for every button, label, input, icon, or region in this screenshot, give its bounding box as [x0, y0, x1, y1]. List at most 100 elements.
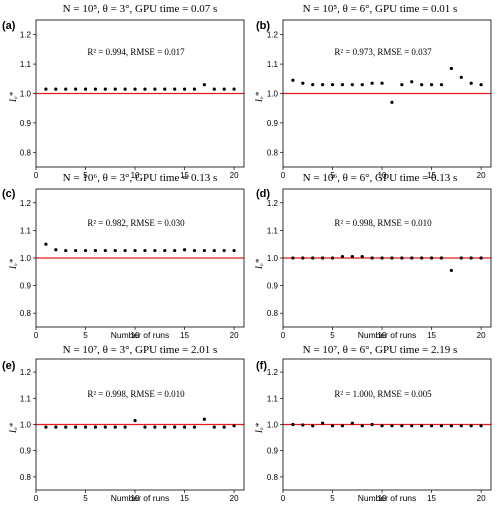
data-point — [291, 78, 295, 82]
y-tick-label: 1.2 — [267, 368, 279, 377]
data-point — [459, 75, 463, 79]
panel-title: N = 10⁵, θ = 6°, GPU time = 0.01 s — [303, 3, 458, 15]
data-point — [370, 81, 374, 85]
data-point — [44, 242, 48, 246]
data-point — [410, 256, 414, 260]
x-tick-label: 5 — [330, 494, 335, 503]
plot-area: 0 5 10 15 20 0.8 0.9 1.0 1.1 1.2 — [267, 358, 492, 503]
x-tick-label: 0 — [281, 494, 286, 503]
x-tick-label: 20 — [477, 494, 486, 503]
panel-label: (c) — [2, 188, 16, 200]
y-tick-label: 1.2 — [267, 199, 279, 208]
data-point — [360, 255, 364, 259]
data-point — [390, 424, 394, 428]
panel-title: N = 10⁵, θ = 3°, GPU time = 0.07 s — [63, 3, 218, 15]
data-point — [469, 81, 473, 85]
data-point — [202, 83, 206, 87]
data-point — [83, 425, 88, 429]
x-tick-label: 15 — [180, 494, 189, 503]
data-point — [420, 424, 424, 428]
panel-label: (e) — [2, 360, 16, 372]
data-point — [232, 87, 236, 91]
data-point — [410, 80, 414, 84]
y-axis-label: Iₒ* — [254, 258, 264, 270]
data-point — [420, 256, 424, 260]
panel-title: N = 10⁷, θ = 6°, GPU time = 2.19 s — [303, 344, 458, 356]
plot-area: 0 5 10 15 20 0.8 0.9 1.0 1.1 1.2 — [267, 19, 492, 180]
x-tick-label: 5 — [83, 331, 88, 340]
x-tick-label: 20 — [477, 331, 486, 340]
panel-b: N = 10⁵, θ = 6°, GPU time = 0.01 s (b) I… — [254, 3, 492, 180]
data-point — [429, 83, 434, 87]
data-point — [222, 425, 226, 429]
panel-title: N = 10⁷, θ = 3°, GPU time = 2.01 s — [63, 344, 218, 356]
plot-area: 0 5 10 15 20 0.8 0.9 1.0 1.1 1.2 — [20, 19, 245, 180]
x-tick-label: 15 — [427, 494, 436, 503]
y-tick-label: 1.0 — [267, 254, 279, 263]
data-point — [350, 255, 354, 259]
y-axis-label: Iₒ* — [8, 91, 18, 103]
data-point — [222, 87, 226, 91]
data-point — [212, 87, 216, 91]
x-tick-label: 0 — [34, 494, 39, 503]
data-point — [469, 256, 473, 260]
data-point — [449, 424, 453, 428]
panel-label: (f) — [256, 360, 267, 372]
x-tick-label: 10 — [131, 331, 140, 340]
y-tick-label: 0.9 — [267, 282, 279, 291]
y-tick-label: 1.2 — [20, 199, 32, 208]
data-point — [479, 256, 483, 260]
data-point — [182, 425, 187, 429]
y-tick-label: 1.0 — [20, 421, 32, 430]
data-point — [410, 424, 414, 428]
x-tick-label: 10 — [131, 171, 140, 180]
x-tick-label: 0 — [281, 331, 286, 340]
x-tick-label: 0 — [281, 171, 286, 180]
data-point — [370, 422, 374, 427]
data-point — [449, 66, 453, 71]
x-tick-label: 0 — [34, 171, 39, 180]
data-point — [54, 248, 58, 252]
data-point — [429, 424, 434, 428]
fit-annotation: R² = 0.998, RMSE = 0.010 — [334, 218, 432, 228]
x-tick-label: 20 — [230, 331, 239, 340]
data-point — [350, 421, 354, 425]
data-point — [212, 248, 216, 253]
y-tick-label: 1.0 — [267, 90, 279, 99]
data-point — [182, 87, 187, 91]
data-point — [232, 248, 236, 253]
y-tick-label: 0.9 — [267, 119, 279, 128]
data-point — [479, 424, 483, 428]
data-point — [103, 248, 107, 253]
data-point — [360, 83, 364, 87]
y-axis-label: Iₒ* — [254, 422, 264, 434]
data-point — [153, 425, 157, 429]
plot-area: 0 5 10 15 20 0.8 0.9 1.0 1.1 1.2 — [267, 188, 492, 340]
x-tick-label: 15 — [427, 171, 436, 180]
x-tick-label: 0 — [34, 331, 39, 340]
x-tick-label: 10 — [131, 494, 140, 503]
data-point — [380, 81, 384, 85]
data-point — [232, 424, 236, 428]
y-tick-label: 1.1 — [20, 226, 32, 235]
data-point — [64, 425, 68, 429]
data-point — [143, 425, 147, 429]
data-point — [133, 418, 137, 423]
data-point — [330, 256, 335, 260]
data-point — [163, 425, 167, 429]
data-point — [54, 87, 58, 91]
data-point — [93, 248, 98, 253]
y-tick-label: 0.8 — [267, 309, 279, 318]
data-point — [340, 83, 345, 87]
y-tick-label: 1.1 — [20, 60, 32, 69]
y-tick-label: 0.9 — [20, 447, 32, 456]
x-tick-label: 15 — [427, 331, 436, 340]
data-point — [301, 256, 305, 260]
data-point — [192, 87, 197, 91]
x-tick-label: 15 — [180, 171, 189, 180]
data-point — [321, 421, 325, 425]
fit-annotation: R² = 0.982, RMSE = 0.030 — [87, 218, 185, 228]
data-point — [143, 248, 147, 253]
data-point — [439, 83, 444, 87]
x-tick-label: 20 — [230, 171, 239, 180]
